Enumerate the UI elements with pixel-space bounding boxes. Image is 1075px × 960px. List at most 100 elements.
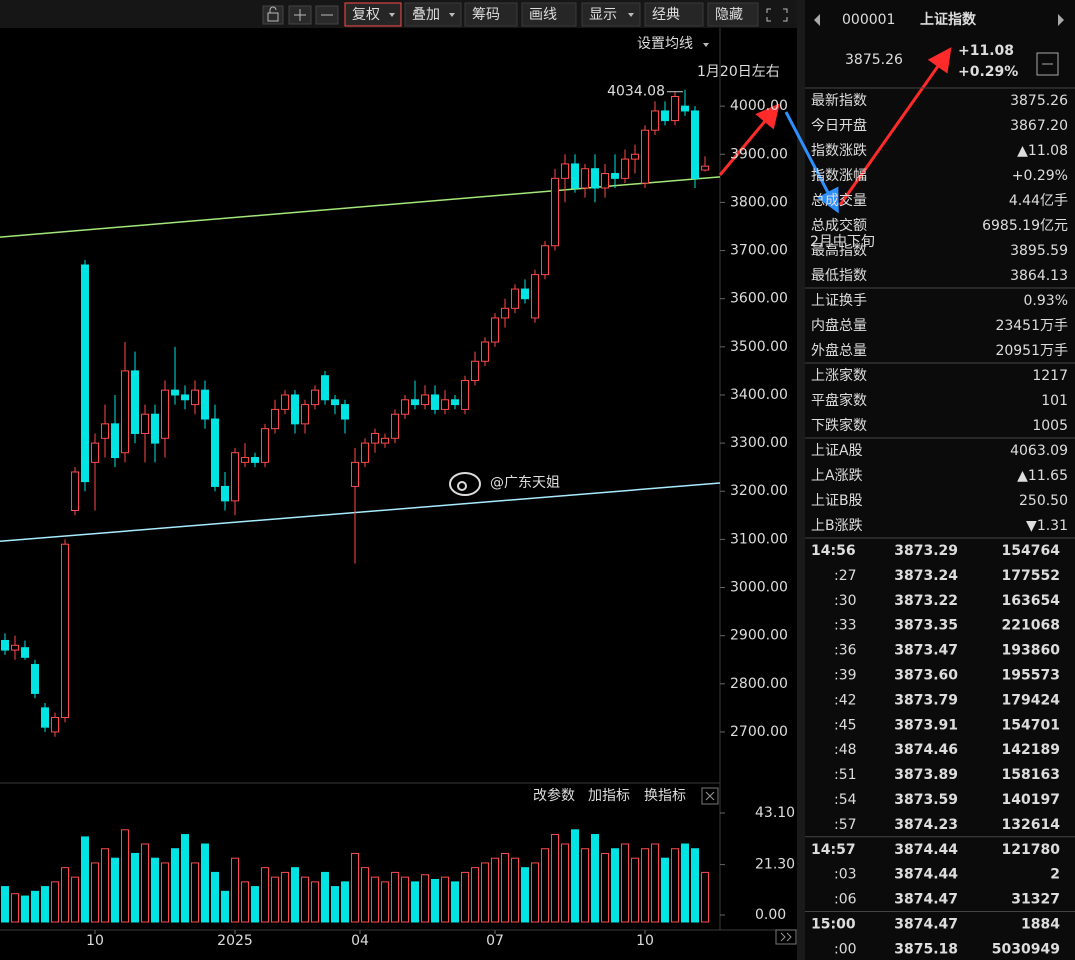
toolbar-label: 隐藏	[715, 7, 743, 23]
stat-value: ▼1.31	[1026, 518, 1068, 534]
volume-bar	[221, 890, 229, 923]
tick-price: 3873.60	[894, 668, 958, 684]
volume-bar	[511, 857, 519, 923]
candle-body	[1, 639, 9, 651]
tick-time: :06	[834, 892, 857, 908]
lock-icon	[267, 12, 279, 22]
tick-volume: 121780	[1002, 842, 1061, 858]
volume-bar	[251, 886, 259, 923]
candle-body	[491, 317, 499, 343]
tick-price: 3873.29	[894, 543, 958, 559]
volume-bar	[91, 862, 99, 923]
tick-volume: 132614	[1002, 817, 1061, 833]
toolbar-button[interactable]	[521, 2, 577, 27]
volume-bar	[361, 867, 369, 923]
toolbar-button[interactable]	[644, 2, 704, 27]
candle-body	[91, 442, 99, 463]
toolbar-button[interactable]	[707, 2, 759, 27]
toolbar-button[interactable]	[344, 2, 402, 27]
volume-bar	[701, 871, 709, 923]
tick-time: :39	[834, 668, 857, 684]
volume-bar	[381, 881, 389, 923]
collapse-button[interactable]	[1036, 52, 1059, 76]
volume-bar	[1, 886, 9, 923]
tick-time: :54	[834, 792, 857, 808]
candle-body	[411, 399, 419, 406]
close-indicator[interactable]	[701, 787, 719, 805]
stat-value: 6985.19亿元	[982, 218, 1068, 234]
arrow-up	[718, 103, 780, 176]
tick-price: 3874.47	[894, 917, 958, 933]
candle-body	[561, 163, 569, 179]
stat-label: 平盘家数	[811, 392, 867, 409]
stat-value: 23451万手	[995, 318, 1068, 334]
tick-price: 3874.44	[894, 842, 958, 858]
candle-body	[31, 664, 39, 694]
candle-body	[401, 399, 409, 415]
toolbar-button[interactable]	[464, 2, 518, 27]
candle-body	[681, 105, 689, 112]
fullscreen-icon[interactable]	[766, 8, 788, 22]
indicator-button[interactable]: 加指标	[588, 788, 630, 804]
volume-bar	[401, 876, 409, 923]
indicator-button[interactable]: 改参数	[533, 787, 575, 804]
tick-time: :03	[834, 867, 857, 883]
candle-body	[331, 399, 339, 406]
tick-volume: 31327	[1011, 892, 1060, 908]
scroll-right[interactable]	[775, 929, 797, 945]
vol-tick-label: 0.00	[755, 907, 786, 923]
volume-bar	[471, 867, 479, 923]
prev-icon[interactable]	[814, 14, 820, 26]
candle-body	[351, 461, 359, 487]
candle-body	[61, 543, 69, 718]
y-tick-label: 3700.00	[730, 243, 788, 259]
toolbar-button[interactable]	[404, 2, 462, 27]
candle-body	[601, 173, 609, 189]
splitter[interactable]	[797, 0, 805, 960]
tick-price: 3873.89	[894, 767, 958, 783]
candle-body	[701, 165, 709, 171]
stat-value: 101	[1041, 393, 1068, 409]
candle-body	[651, 110, 659, 131]
stat-value: 4.44亿手	[1009, 193, 1068, 209]
x-tick-label: 07	[486, 933, 504, 949]
y-tick-label: 3900.00	[730, 146, 788, 162]
tick-price: 3874.23	[894, 817, 958, 833]
dropdown-icon	[703, 43, 709, 47]
candle-body	[221, 485, 229, 502]
stock-code: 000001	[842, 12, 895, 28]
tick-price: 3874.44	[894, 867, 958, 883]
volume-bar	[571, 829, 579, 923]
ma-setting[interactable]: 设置均线	[637, 36, 693, 52]
next-icon[interactable]	[1058, 14, 1064, 26]
candle-body	[201, 389, 209, 420]
stock-name: 上证指数	[920, 11, 977, 28]
stat-value: 3875.26	[1010, 93, 1068, 109]
candle-body	[261, 428, 269, 463]
volume-bar	[211, 871, 219, 923]
volume-bar	[261, 867, 269, 923]
candle-body	[111, 423, 119, 459]
stat-label: 下跌家数	[811, 417, 867, 434]
tick-price: 3875.18	[894, 941, 958, 957]
stat-value: +0.29%	[1012, 168, 1068, 184]
volume-bar	[291, 867, 299, 923]
volume-bar	[71, 876, 79, 923]
candle-body	[151, 413, 159, 444]
tick-price: 3873.24	[894, 568, 958, 584]
candle-body	[391, 413, 399, 439]
candle-body	[101, 423, 109, 439]
indicator-button[interactable]: 换指标	[644, 787, 686, 804]
candle-body	[451, 399, 459, 406]
candle-body	[231, 452, 239, 502]
y-tick-label: 3400.00	[730, 387, 788, 403]
stat-label: 内盘总量	[811, 317, 867, 334]
quote-panel	[805, 0, 1075, 960]
stat-label: 总成交额	[811, 217, 867, 234]
tick-volume: 163654	[1002, 593, 1061, 609]
stat-value: ▲11.08	[1017, 143, 1068, 159]
toolbar-button[interactable]	[581, 2, 641, 27]
volume-bar	[431, 879, 439, 923]
price-change: +11.08	[958, 43, 1014, 59]
volume-bar	[231, 857, 239, 923]
